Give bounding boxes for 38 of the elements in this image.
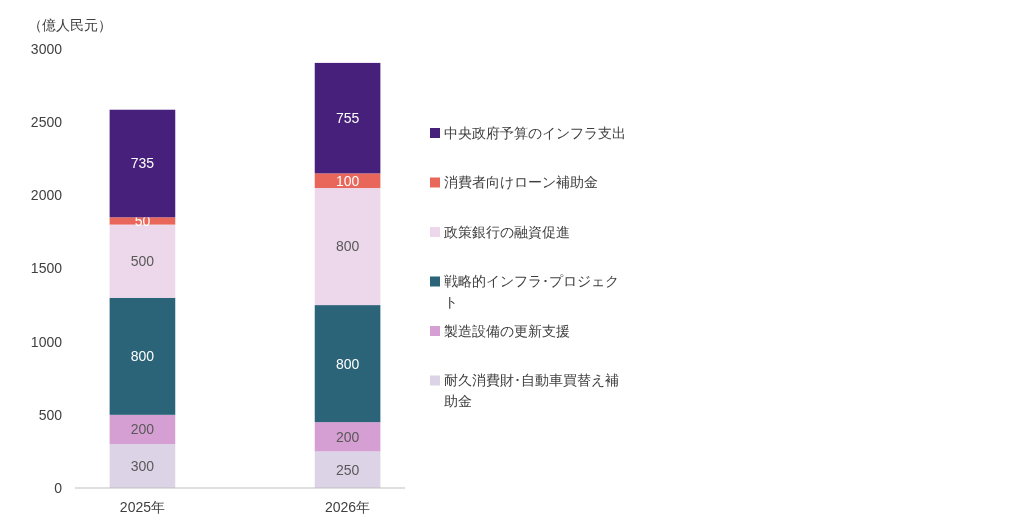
data-label: 800: [335, 238, 360, 255]
y-tick-label: 1000: [30, 333, 63, 350]
legend-label: 中央政府予算のインフラ支出: [444, 124, 626, 141]
bar: [109, 414, 176, 445]
y-tick-label: 2500: [30, 114, 63, 131]
bar: [109, 297, 176, 415]
data-label: 250: [335, 461, 360, 478]
bar: [109, 224, 176, 298]
bar: [314, 305, 381, 423]
data-label: 735: [130, 155, 155, 172]
bar: [314, 451, 381, 488]
data-label: 800: [335, 355, 360, 372]
legend-label: 政策銀行の融資促進: [444, 223, 570, 240]
data-label: 500: [130, 253, 155, 270]
y-tick-label: 500: [38, 406, 63, 423]
bar: [109, 109, 176, 218]
data-label: 800: [130, 348, 155, 365]
data-label: 200: [130, 421, 155, 438]
y-axis-title: （億人民元）: [28, 17, 112, 33]
bar: [109, 444, 176, 488]
bar: [109, 217, 176, 225]
legend-label: 戦略的インフラ･プロジェクト: [444, 273, 619, 311]
x-tick-label: 2026年: [324, 499, 371, 515]
data-label: 300: [130, 457, 155, 474]
data-label: 755: [335, 110, 360, 127]
bar: [314, 188, 381, 306]
legend-label: 耐久消費財･自動車買替え補助金: [444, 372, 619, 410]
y-tick-label: 0: [54, 479, 63, 496]
y-tick-label: 2000: [30, 187, 63, 204]
x-tick-label: 2025年: [119, 499, 166, 515]
bar: [314, 422, 381, 452]
data-label: 200: [335, 428, 360, 445]
legend-label: 消費者向けローン補助金: [444, 174, 598, 191]
legend-label: 製造設備の更新支援: [444, 322, 570, 339]
data-label: 100: [335, 172, 360, 189]
bar: [314, 62, 381, 174]
y-tick-label: 1500: [30, 260, 63, 277]
y-tick-label: 3000: [30, 40, 63, 57]
